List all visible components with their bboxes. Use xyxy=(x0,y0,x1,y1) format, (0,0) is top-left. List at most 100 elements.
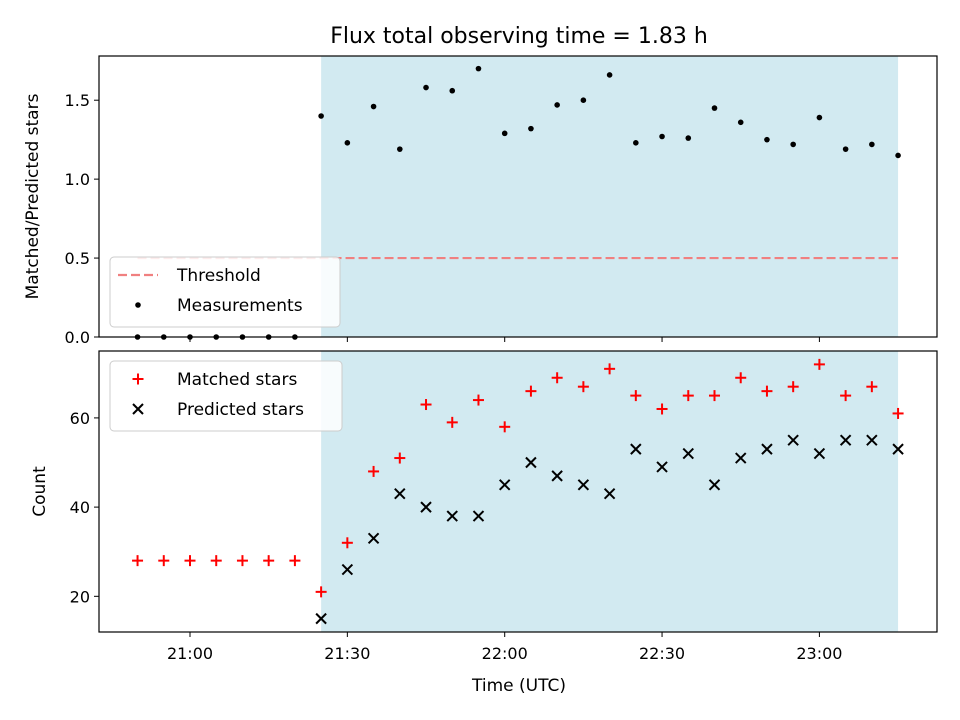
count-observing-window xyxy=(321,351,899,632)
matched-star-point xyxy=(813,358,825,370)
matched-star-point xyxy=(735,372,747,384)
matched-star-point xyxy=(368,465,380,477)
predicted-star-point xyxy=(446,510,458,522)
x-b xyxy=(446,510,458,522)
count-axes-frame xyxy=(98,350,938,633)
predicted-star-point xyxy=(866,434,878,446)
matched-star-point xyxy=(132,555,144,567)
ratio-axes-frame xyxy=(98,55,938,338)
x-tick-label: 22:00 xyxy=(482,644,528,663)
predicted-star-point xyxy=(892,443,904,455)
predicted-star-point xyxy=(787,434,799,446)
x-b xyxy=(394,488,406,500)
measurement-point xyxy=(501,130,508,137)
matched-star-point xyxy=(866,381,878,393)
x-tick-label: 22:30 xyxy=(639,644,685,663)
x-b xyxy=(577,479,590,491)
ratio-y-tick-label: 1.0 xyxy=(65,170,90,189)
x-b xyxy=(866,434,878,446)
ratio-y-tick-label: 1.5 xyxy=(65,91,90,110)
matched-star-point xyxy=(341,537,353,549)
x-b xyxy=(813,447,826,460)
x-b xyxy=(761,443,773,455)
count-y-tick-label: 40 xyxy=(70,498,90,517)
ratio-y-axis-label: Matched/Predicted stars xyxy=(23,93,43,299)
measurement-point xyxy=(764,136,770,143)
x-b xyxy=(708,479,721,491)
matched-star-point xyxy=(787,381,799,393)
count-panel: 20 40 60 21:00 21:30 22:00 22:30 23:00 Count Matc… xyxy=(30,350,938,663)
predicted-star-point xyxy=(603,488,616,500)
measurement-point xyxy=(554,102,560,108)
chart-title: Flux total observing time = 1.83 h xyxy=(330,24,708,49)
predicted-star-point xyxy=(682,447,694,460)
predicted-star-point xyxy=(525,456,537,469)
ratio-y-tick-label: 0.5 xyxy=(65,249,90,268)
measurement-point xyxy=(842,146,849,152)
matched-star-point xyxy=(499,421,511,433)
matched-star-point xyxy=(551,372,563,384)
measurement-point xyxy=(816,114,823,121)
measurement-point xyxy=(344,140,351,146)
x-tick-label: 21:00 xyxy=(167,644,213,663)
predicted-star-point xyxy=(761,443,773,455)
x-b xyxy=(839,434,852,446)
x-b xyxy=(892,443,904,455)
x-b xyxy=(551,470,563,482)
matched-star-point xyxy=(446,416,458,428)
legend-box xyxy=(109,360,343,432)
measurement-point xyxy=(423,84,429,91)
measurement-point xyxy=(528,125,534,132)
x-b xyxy=(787,434,799,446)
predicted-star-point xyxy=(630,443,642,455)
measurement-point xyxy=(895,152,901,159)
measurement-point xyxy=(659,133,665,140)
predicted-star-point xyxy=(656,461,668,473)
predicted-star-point xyxy=(577,479,590,491)
measurement-point xyxy=(449,87,456,94)
matched-star-point xyxy=(394,452,406,464)
x-b xyxy=(630,443,642,455)
matched-star-point xyxy=(682,390,694,402)
measurement-point xyxy=(869,141,875,148)
measurement-point xyxy=(475,65,482,72)
measurement-point xyxy=(606,72,613,78)
measurement-point xyxy=(633,140,639,146)
x-axis-label: Time (UTC) xyxy=(471,676,566,696)
matched-star-point xyxy=(236,555,248,567)
legend-label: Matched stars xyxy=(177,370,297,390)
ratio-y-tick-label: 0.0 xyxy=(65,328,90,347)
predicted-star-point xyxy=(367,532,380,545)
predicted-star-point xyxy=(472,510,485,522)
measurement-point xyxy=(685,135,692,141)
x-b xyxy=(367,532,380,545)
legend-label: Predicted stars xyxy=(177,400,304,420)
x-tick-label: 23:00 xyxy=(796,644,842,663)
ratio-series-0 xyxy=(134,65,901,340)
predicted-star-point xyxy=(315,612,327,625)
x-b xyxy=(420,501,432,513)
measurement-point xyxy=(580,97,587,104)
matched-star-point xyxy=(892,407,904,419)
x-tick-label: 21:30 xyxy=(324,644,370,663)
x-b xyxy=(603,488,616,500)
matched-star-point xyxy=(263,555,275,567)
x-b xyxy=(498,479,511,491)
x-b xyxy=(132,403,144,415)
predicted-star-point xyxy=(394,488,406,500)
matched-star-point xyxy=(315,586,327,598)
matched-star-point xyxy=(184,555,196,567)
matched-star-point xyxy=(604,363,616,375)
matched-star-point xyxy=(158,555,170,567)
legend-measurement-swatch xyxy=(135,302,141,308)
x-b xyxy=(656,461,668,473)
legend-label: Measurements xyxy=(177,296,303,316)
predicted-star-point xyxy=(341,563,354,576)
predicted-star-point xyxy=(498,479,511,491)
matched-star-point xyxy=(577,381,589,393)
count-legend: Matched stars Predicted stars xyxy=(109,360,343,432)
predicted-star-point xyxy=(708,479,721,491)
x-b xyxy=(525,456,537,469)
ratio-observing-window xyxy=(321,56,899,337)
